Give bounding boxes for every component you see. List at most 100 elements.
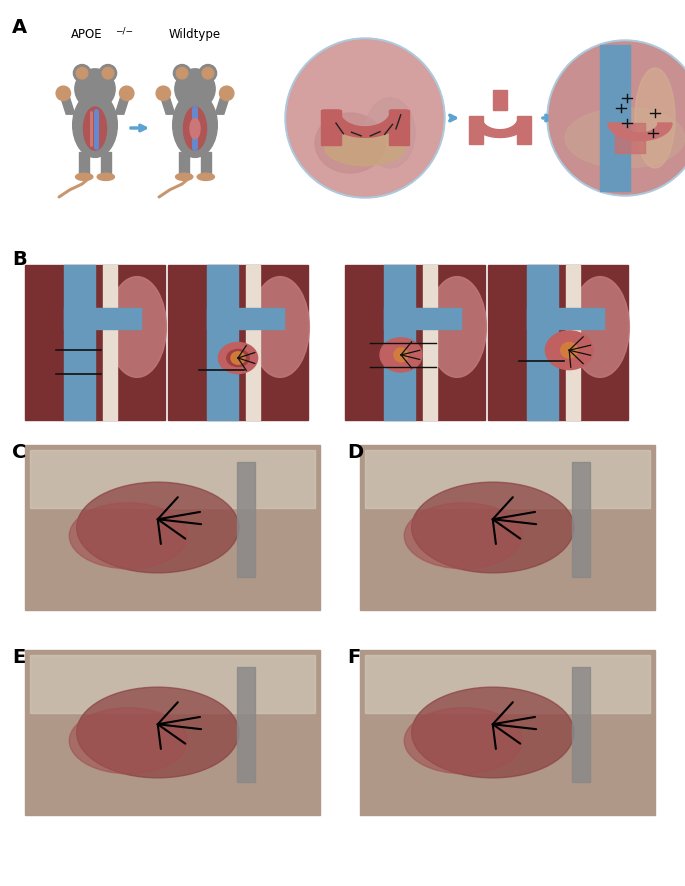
Ellipse shape (635, 68, 675, 168)
Bar (384, 308, 461, 329)
Polygon shape (215, 97, 229, 114)
Circle shape (199, 65, 216, 82)
Circle shape (202, 67, 214, 79)
Ellipse shape (412, 482, 574, 573)
Circle shape (119, 86, 134, 100)
Text: F: F (347, 648, 360, 667)
Bar (384, 265, 415, 420)
Circle shape (285, 38, 445, 198)
Bar (517, 116, 531, 144)
Bar (25, 445, 320, 610)
Bar (64, 308, 141, 329)
Bar (25, 650, 320, 815)
Bar (207, 308, 284, 329)
Ellipse shape (175, 174, 193, 181)
Ellipse shape (73, 93, 117, 158)
Bar (360, 650, 655, 815)
Bar (30, 450, 315, 508)
Ellipse shape (108, 276, 166, 377)
Bar (389, 110, 409, 145)
Polygon shape (160, 97, 175, 114)
Ellipse shape (69, 502, 187, 569)
Ellipse shape (69, 708, 187, 773)
Bar (30, 655, 315, 712)
Bar (573, 462, 590, 577)
Ellipse shape (565, 108, 685, 168)
Text: E: E (12, 648, 25, 667)
Ellipse shape (412, 688, 574, 778)
Circle shape (76, 67, 88, 79)
Ellipse shape (231, 352, 245, 364)
Ellipse shape (404, 502, 522, 569)
Circle shape (173, 65, 190, 82)
Bar (25, 265, 165, 420)
Ellipse shape (394, 348, 408, 361)
Circle shape (175, 69, 215, 109)
Text: Wildtype: Wildtype (169, 28, 221, 41)
Polygon shape (60, 97, 75, 114)
Ellipse shape (75, 174, 93, 181)
Polygon shape (323, 110, 407, 137)
Ellipse shape (365, 98, 415, 168)
Ellipse shape (77, 688, 239, 778)
Ellipse shape (219, 343, 258, 374)
Ellipse shape (227, 349, 249, 367)
Text: C: C (12, 443, 27, 462)
Text: D: D (347, 443, 363, 462)
Polygon shape (179, 152, 189, 175)
Text: APOE: APOE (71, 28, 103, 41)
Bar (423, 265, 438, 420)
Circle shape (99, 65, 116, 82)
Bar (360, 445, 655, 610)
Polygon shape (115, 97, 129, 114)
Text: A: A (12, 18, 27, 37)
Ellipse shape (315, 113, 385, 173)
Bar (573, 666, 590, 782)
Bar (615, 123, 645, 153)
Circle shape (102, 67, 114, 79)
Ellipse shape (325, 130, 405, 166)
Ellipse shape (380, 338, 422, 372)
Polygon shape (201, 152, 211, 175)
Bar (247, 265, 260, 420)
Bar (64, 265, 95, 420)
Circle shape (549, 42, 685, 194)
Circle shape (287, 40, 443, 196)
Bar (168, 265, 308, 420)
Ellipse shape (561, 343, 577, 358)
Bar (345, 265, 485, 420)
Bar (365, 450, 650, 508)
Circle shape (73, 65, 90, 82)
Bar (238, 666, 255, 782)
Circle shape (176, 67, 188, 79)
Bar (493, 90, 507, 110)
Ellipse shape (77, 482, 239, 573)
Ellipse shape (84, 107, 107, 151)
Ellipse shape (545, 330, 593, 369)
Text: −/−: −/− (115, 26, 133, 35)
Bar (527, 308, 604, 329)
Bar (527, 265, 558, 420)
Polygon shape (608, 123, 672, 141)
Text: B: B (12, 250, 27, 269)
Ellipse shape (571, 276, 630, 377)
Ellipse shape (97, 174, 114, 181)
Circle shape (547, 40, 685, 196)
Ellipse shape (190, 119, 200, 139)
Bar (469, 116, 483, 144)
Polygon shape (470, 118, 530, 137)
Circle shape (75, 69, 115, 109)
Bar (321, 110, 341, 145)
Polygon shape (79, 152, 89, 175)
Bar (488, 265, 628, 420)
Ellipse shape (427, 276, 486, 377)
Ellipse shape (251, 276, 310, 377)
Bar (238, 462, 255, 577)
Ellipse shape (173, 93, 217, 158)
Polygon shape (101, 152, 111, 175)
Ellipse shape (184, 107, 206, 151)
Circle shape (56, 86, 71, 100)
Ellipse shape (197, 174, 214, 181)
Circle shape (156, 86, 171, 100)
Bar (365, 655, 650, 712)
